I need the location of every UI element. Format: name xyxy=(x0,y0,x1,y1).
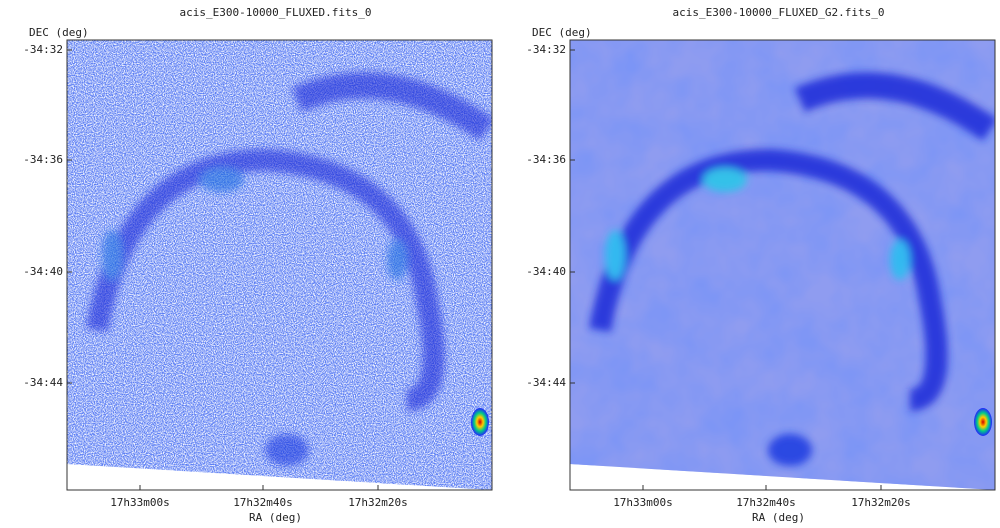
knot xyxy=(768,434,812,466)
frame xyxy=(569,39,996,491)
x-axis-label: RA (deg) xyxy=(249,511,302,524)
x-tick-label: 17h32m40s xyxy=(233,496,293,509)
shell xyxy=(86,148,445,411)
knot xyxy=(703,168,747,192)
knot xyxy=(890,240,910,280)
x-tick-label: 17h32m20s xyxy=(348,496,408,509)
structures xyxy=(86,72,492,466)
source xyxy=(471,408,489,436)
y-tick-label: -34:36 xyxy=(526,153,566,166)
x-tick-label: 17h33m00s xyxy=(110,496,170,509)
y-tick-label: -34:32 xyxy=(526,43,566,56)
y-tick-label: -34:32 xyxy=(23,43,63,56)
x-axis-label: RA (deg) xyxy=(752,511,805,524)
y-tick-label: -34:44 xyxy=(526,376,566,389)
knot xyxy=(387,240,407,280)
y-tick-label: -34:40 xyxy=(23,265,63,278)
knot xyxy=(265,434,309,466)
x-tick-label: 17h33m00s xyxy=(613,496,673,509)
source xyxy=(974,408,992,436)
structures xyxy=(589,72,995,466)
x-tick-label: 17h32m40s xyxy=(736,496,796,509)
y-tick-label: -34:44 xyxy=(23,376,63,389)
y-tick-label: -34:40 xyxy=(526,265,566,278)
image xyxy=(67,40,492,490)
shell xyxy=(589,148,948,411)
image xyxy=(570,40,995,490)
y-axis-label: DEC (deg) xyxy=(29,26,89,39)
knot xyxy=(200,168,244,192)
knot xyxy=(102,230,122,280)
knot xyxy=(605,230,625,280)
y-tick-label: -34:36 xyxy=(23,153,63,166)
shell xyxy=(291,72,492,141)
panel-title: acis_E300-10000_FLUXED_G2.fits_0 xyxy=(673,6,885,19)
panel-title: acis_E300-10000_FLUXED.fits_0 xyxy=(179,6,371,19)
y-axis-label: DEC (deg) xyxy=(532,26,592,39)
x-tick-label: 17h32m20s xyxy=(851,496,911,509)
shell xyxy=(794,72,995,141)
frame xyxy=(66,39,493,491)
